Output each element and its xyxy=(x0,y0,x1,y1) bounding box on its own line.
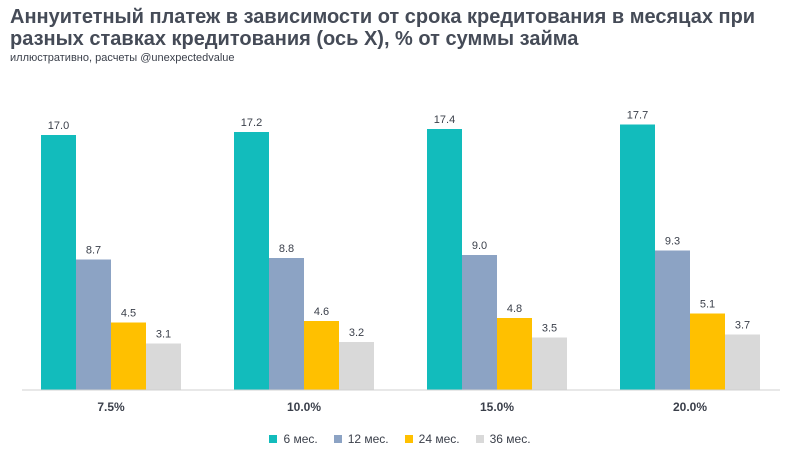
data-label: 3.7 xyxy=(735,320,750,332)
chart-subtitle: иллюстративно, расчеты @unexpectedvalue xyxy=(10,52,235,64)
legend-item: 12 мес. xyxy=(333,432,389,446)
data-label: 9.3 xyxy=(665,236,680,248)
bar xyxy=(690,313,725,390)
bar xyxy=(339,342,374,390)
bars-layer: 17.0 8.7 4.5 3.1 17.2 8.8 4.6 3.2 17.4 9.0 4.8 3.5 1… xyxy=(41,110,760,390)
legend-swatch xyxy=(475,435,484,443)
bar xyxy=(655,250,690,390)
legend-item: 24 мес. xyxy=(404,432,460,446)
data-label: 5.1 xyxy=(700,299,715,311)
category-ticks: 7.5% 10.0% 15.0% 20.0% xyxy=(97,400,707,414)
data-label: 3.1 xyxy=(156,329,171,341)
x-tick-label: 10.0% xyxy=(287,400,321,414)
legend: 6 мес. 12 мес. 24 мес. 36 мес. xyxy=(0,432,800,446)
data-label: 3.5 xyxy=(542,323,557,335)
bar xyxy=(532,337,567,390)
legend-swatch xyxy=(404,435,413,443)
legend-label: 12 мес. xyxy=(347,432,389,446)
legend-label: 36 мес. xyxy=(489,432,531,446)
data-label: 17.0 xyxy=(48,120,69,132)
data-label: 8.8 xyxy=(279,243,294,255)
bar xyxy=(427,129,462,390)
data-label: 4.5 xyxy=(121,308,136,320)
bar xyxy=(234,132,269,390)
bar-chart: 17.0 8.7 4.5 3.1 17.2 8.8 4.6 3.2 17.4 9.0 4.8 3.5 1… xyxy=(22,110,780,414)
data-label: 4.8 xyxy=(507,303,522,315)
legend-swatch xyxy=(269,435,278,443)
bar xyxy=(146,343,181,390)
x-tick-label: 20.0% xyxy=(673,400,707,414)
bar xyxy=(462,255,497,390)
legend-label: 6 мес. xyxy=(283,432,318,446)
legend-item: 36 мес. xyxy=(475,432,531,446)
data-label: 17.7 xyxy=(627,110,648,122)
bar xyxy=(620,124,655,390)
data-label: 9.0 xyxy=(472,240,487,252)
legend-label: 24 мес. xyxy=(418,432,460,446)
bar xyxy=(41,135,76,390)
data-label: 3.2 xyxy=(349,327,364,339)
bar xyxy=(497,318,532,390)
bar xyxy=(304,321,339,390)
chart-title: Аннуитетный платеж в зависимости от срок… xyxy=(10,6,756,50)
legend-item: 6 мес. xyxy=(269,432,318,446)
x-tick-label: 7.5% xyxy=(97,400,125,414)
data-label: 4.6 xyxy=(314,306,329,318)
bar xyxy=(76,259,111,390)
legend-swatch xyxy=(333,435,342,443)
data-label: 8.7 xyxy=(86,245,101,257)
x-tick-label: 15.0% xyxy=(480,400,514,414)
bar xyxy=(725,334,760,390)
data-label: 17.2 xyxy=(241,117,262,129)
bar xyxy=(269,258,304,390)
bar xyxy=(111,322,146,390)
data-label: 17.4 xyxy=(434,114,455,126)
